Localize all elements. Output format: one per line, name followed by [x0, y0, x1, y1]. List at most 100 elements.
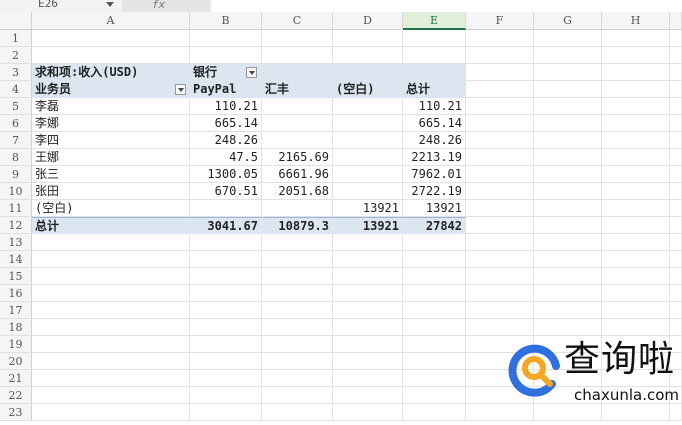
- cell[interactable]: [190, 268, 262, 285]
- pivot-value[interactable]: 1300.05: [190, 166, 262, 183]
- row-header[interactable]: 6: [0, 115, 32, 132]
- cell[interactable]: [32, 30, 190, 47]
- cell[interactable]: [403, 30, 466, 47]
- cell[interactable]: [333, 64, 403, 81]
- row-header[interactable]: 16: [0, 285, 32, 302]
- pivot-value[interactable]: [262, 132, 333, 149]
- formula-input[interactable]: [212, 0, 682, 12]
- pivot-value[interactable]: 248.26: [190, 132, 262, 149]
- cell[interactable]: [534, 183, 602, 200]
- row-header[interactable]: 18: [0, 319, 32, 336]
- pivot-value[interactable]: [333, 166, 403, 183]
- pivot-value[interactable]: 7962.01: [403, 166, 466, 183]
- cell[interactable]: [466, 336, 534, 353]
- cell[interactable]: [534, 98, 602, 115]
- row-header[interactable]: 4: [0, 81, 32, 98]
- pivot-row-label[interactable]: 李娜: [32, 115, 190, 132]
- cell[interactable]: [670, 115, 682, 132]
- cell[interactable]: [602, 319, 670, 336]
- column-header-h[interactable]: H: [602, 12, 670, 30]
- cell[interactable]: [190, 404, 262, 421]
- cell[interactable]: [466, 30, 534, 47]
- cell[interactable]: [466, 217, 534, 234]
- cell[interactable]: [262, 336, 333, 353]
- cell[interactable]: [403, 319, 466, 336]
- cell[interactable]: [262, 251, 333, 268]
- cell[interactable]: [333, 353, 403, 370]
- fx-button[interactable]: fx: [122, 0, 210, 12]
- pivot-value[interactable]: 2165.69: [262, 149, 333, 166]
- pivot-value[interactable]: 2213.19: [403, 149, 466, 166]
- cell[interactable]: [403, 353, 466, 370]
- cell[interactable]: [602, 234, 670, 251]
- cell[interactable]: [190, 251, 262, 268]
- cell[interactable]: [670, 166, 682, 183]
- column-header-b[interactable]: B: [190, 12, 262, 30]
- row-header[interactable]: 10: [0, 183, 32, 200]
- cell[interactable]: [534, 268, 602, 285]
- column-header-e[interactable]: E: [403, 12, 466, 30]
- cell[interactable]: [466, 302, 534, 319]
- pivot-row-label[interactable]: 李四: [32, 132, 190, 149]
- pivot-value[interactable]: 248.26: [403, 132, 466, 149]
- cell[interactable]: [32, 268, 190, 285]
- column-header-d[interactable]: D: [333, 12, 403, 30]
- cell[interactable]: [602, 183, 670, 200]
- cell[interactable]: [534, 132, 602, 149]
- cell[interactable]: [403, 64, 466, 81]
- cell[interactable]: [190, 336, 262, 353]
- cell[interactable]: [333, 47, 403, 64]
- row-header[interactable]: 9: [0, 166, 32, 183]
- cell[interactable]: [262, 404, 333, 421]
- row-header[interactable]: 1: [0, 30, 32, 47]
- pivot-value[interactable]: 665.14: [403, 115, 466, 132]
- row-header[interactable]: 7: [0, 132, 32, 149]
- cell[interactable]: [333, 302, 403, 319]
- pivot-value[interactable]: 2051.68: [262, 183, 333, 200]
- row-header[interactable]: 12: [0, 217, 32, 234]
- pivot-value[interactable]: 110.21: [190, 98, 262, 115]
- pivot-row-field[interactable]: 业务员: [32, 81, 190, 98]
- column-header-c[interactable]: C: [262, 12, 333, 30]
- row-header[interactable]: 23: [0, 404, 32, 421]
- cell[interactable]: [534, 115, 602, 132]
- cell[interactable]: [466, 47, 534, 64]
- cell[interactable]: [534, 319, 602, 336]
- cell[interactable]: [466, 115, 534, 132]
- name-box[interactable]: E26: [38, 0, 58, 10]
- cell[interactable]: [602, 251, 670, 268]
- cell[interactable]: [670, 285, 682, 302]
- cell[interactable]: [534, 251, 602, 268]
- cell[interactable]: [403, 302, 466, 319]
- cell[interactable]: [333, 387, 403, 404]
- cell[interactable]: [32, 336, 190, 353]
- cell[interactable]: [32, 319, 190, 336]
- cell[interactable]: [403, 234, 466, 251]
- cell[interactable]: [534, 387, 602, 404]
- cell[interactable]: [466, 166, 534, 183]
- pivot-column-field[interactable]: 银行: [190, 64, 262, 81]
- column-header-g[interactable]: G: [534, 12, 602, 30]
- row-header[interactable]: 21: [0, 370, 32, 387]
- pivot-value[interactable]: [262, 98, 333, 115]
- row-header[interactable]: 17: [0, 302, 32, 319]
- cell[interactable]: [602, 98, 670, 115]
- pivot-value[interactable]: 110.21: [403, 98, 466, 115]
- cell[interactable]: [534, 217, 602, 234]
- cell[interactable]: [262, 302, 333, 319]
- pivot-value[interactable]: [333, 183, 403, 200]
- column-field-filter-dropdown-icon[interactable]: [246, 67, 257, 78]
- cell[interactable]: [534, 336, 602, 353]
- cell[interactable]: [32, 387, 190, 404]
- cell[interactable]: [602, 47, 670, 64]
- cell[interactable]: [32, 285, 190, 302]
- pivot-value[interactable]: 47.5: [190, 149, 262, 166]
- pivot-title[interactable]: 求和项:收入(USD): [32, 64, 190, 81]
- pivot-row-label[interactable]: (空白): [32, 200, 190, 217]
- cell[interactable]: [32, 370, 190, 387]
- cell[interactable]: [333, 285, 403, 302]
- pivot-value[interactable]: 6661.96: [262, 166, 333, 183]
- pivot-column-header[interactable]: 总计: [403, 81, 466, 98]
- cell[interactable]: [534, 64, 602, 81]
- cell[interactable]: [333, 336, 403, 353]
